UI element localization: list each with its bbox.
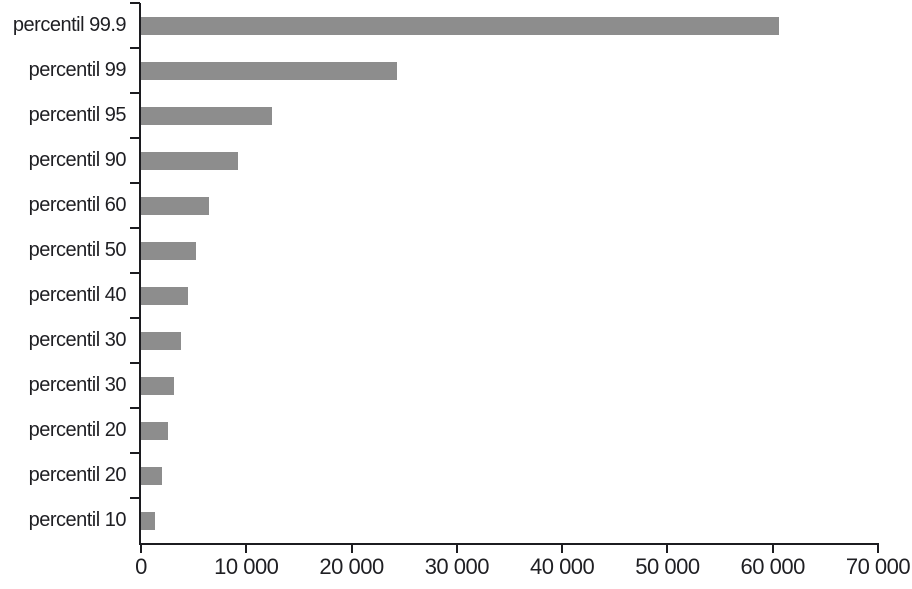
bar [141,331,181,350]
category-label: percentil 30 [28,329,127,351]
bar [141,511,155,530]
x-axis-tick [561,545,564,553]
y-axis-tick [130,452,140,454]
bar [141,421,169,440]
x-axis-tick [350,545,353,553]
x-axis-tick-label: 70 000 [845,554,911,579]
y-axis-tick [130,317,140,319]
category-label: percentil 99.9 [12,14,127,36]
y-axis-line [139,3,141,545]
x-axis-tick [245,545,248,553]
bar [141,241,196,260]
category-label: percentil 95 [28,104,127,126]
plot-area [141,3,878,543]
y-axis-tick [130,227,140,229]
x-axis-tick-label: 30 000 [424,554,490,579]
y-axis-tick [130,182,140,184]
category-label: percentil 10 [28,509,127,531]
bar-row [141,183,878,228]
category-label: percentil 20 [28,419,127,441]
category-label: percentil 99 [28,59,127,81]
bar [141,61,397,80]
x-axis-tick-label: 0 [135,554,147,579]
x-axis-tick [877,545,879,553]
bar [141,376,174,395]
y-axis-tick [130,137,140,139]
bar-row [141,48,878,93]
bar-row [141,453,878,498]
category-label: percentil 20 [28,464,127,486]
x-axis-line [139,543,879,545]
y-axis-tick [130,2,140,4]
x-axis-tick-label: 20 000 [319,554,384,579]
bar-row [141,498,878,543]
x-axis-tick [455,545,458,553]
bar-row [141,3,878,48]
x-axis-tick [140,545,142,553]
bar [141,16,780,35]
y-axis-tick [130,407,140,409]
bar-row [141,138,878,183]
bar-row [141,318,878,363]
y-axis-tick [130,47,140,49]
x-axis-tick-label: 60 000 [740,554,806,579]
y-axis-tick [130,497,140,499]
bar-row [141,93,878,138]
category-label: percentil 90 [28,149,127,171]
bar [141,466,163,485]
bar-row [141,363,878,408]
bar [141,151,238,170]
x-axis-tick [666,545,669,553]
bar-row [141,228,878,273]
y-axis-category-labels: percentil 99.9 percentil 99 percentil 95 pe… [0,3,127,543]
bar [141,286,189,305]
x-axis-tick-label: 40 000 [529,554,595,579]
category-label: percentil 30 [28,374,127,396]
y-axis-tick [130,92,140,94]
x-axis-tick [771,545,774,553]
category-label: percentil 40 [28,284,127,306]
bar [141,196,210,215]
y-axis-tick [130,272,140,274]
bar [141,106,272,125]
x-axis-tick-label: 50 000 [635,554,700,579]
category-label: percentil 50 [28,239,127,261]
bar-row [141,408,878,453]
bar-row [141,273,878,318]
y-axis-tick [130,362,140,364]
category-label: percentil 60 [28,194,127,216]
x-axis-tick-label: 10 000 [214,554,279,579]
